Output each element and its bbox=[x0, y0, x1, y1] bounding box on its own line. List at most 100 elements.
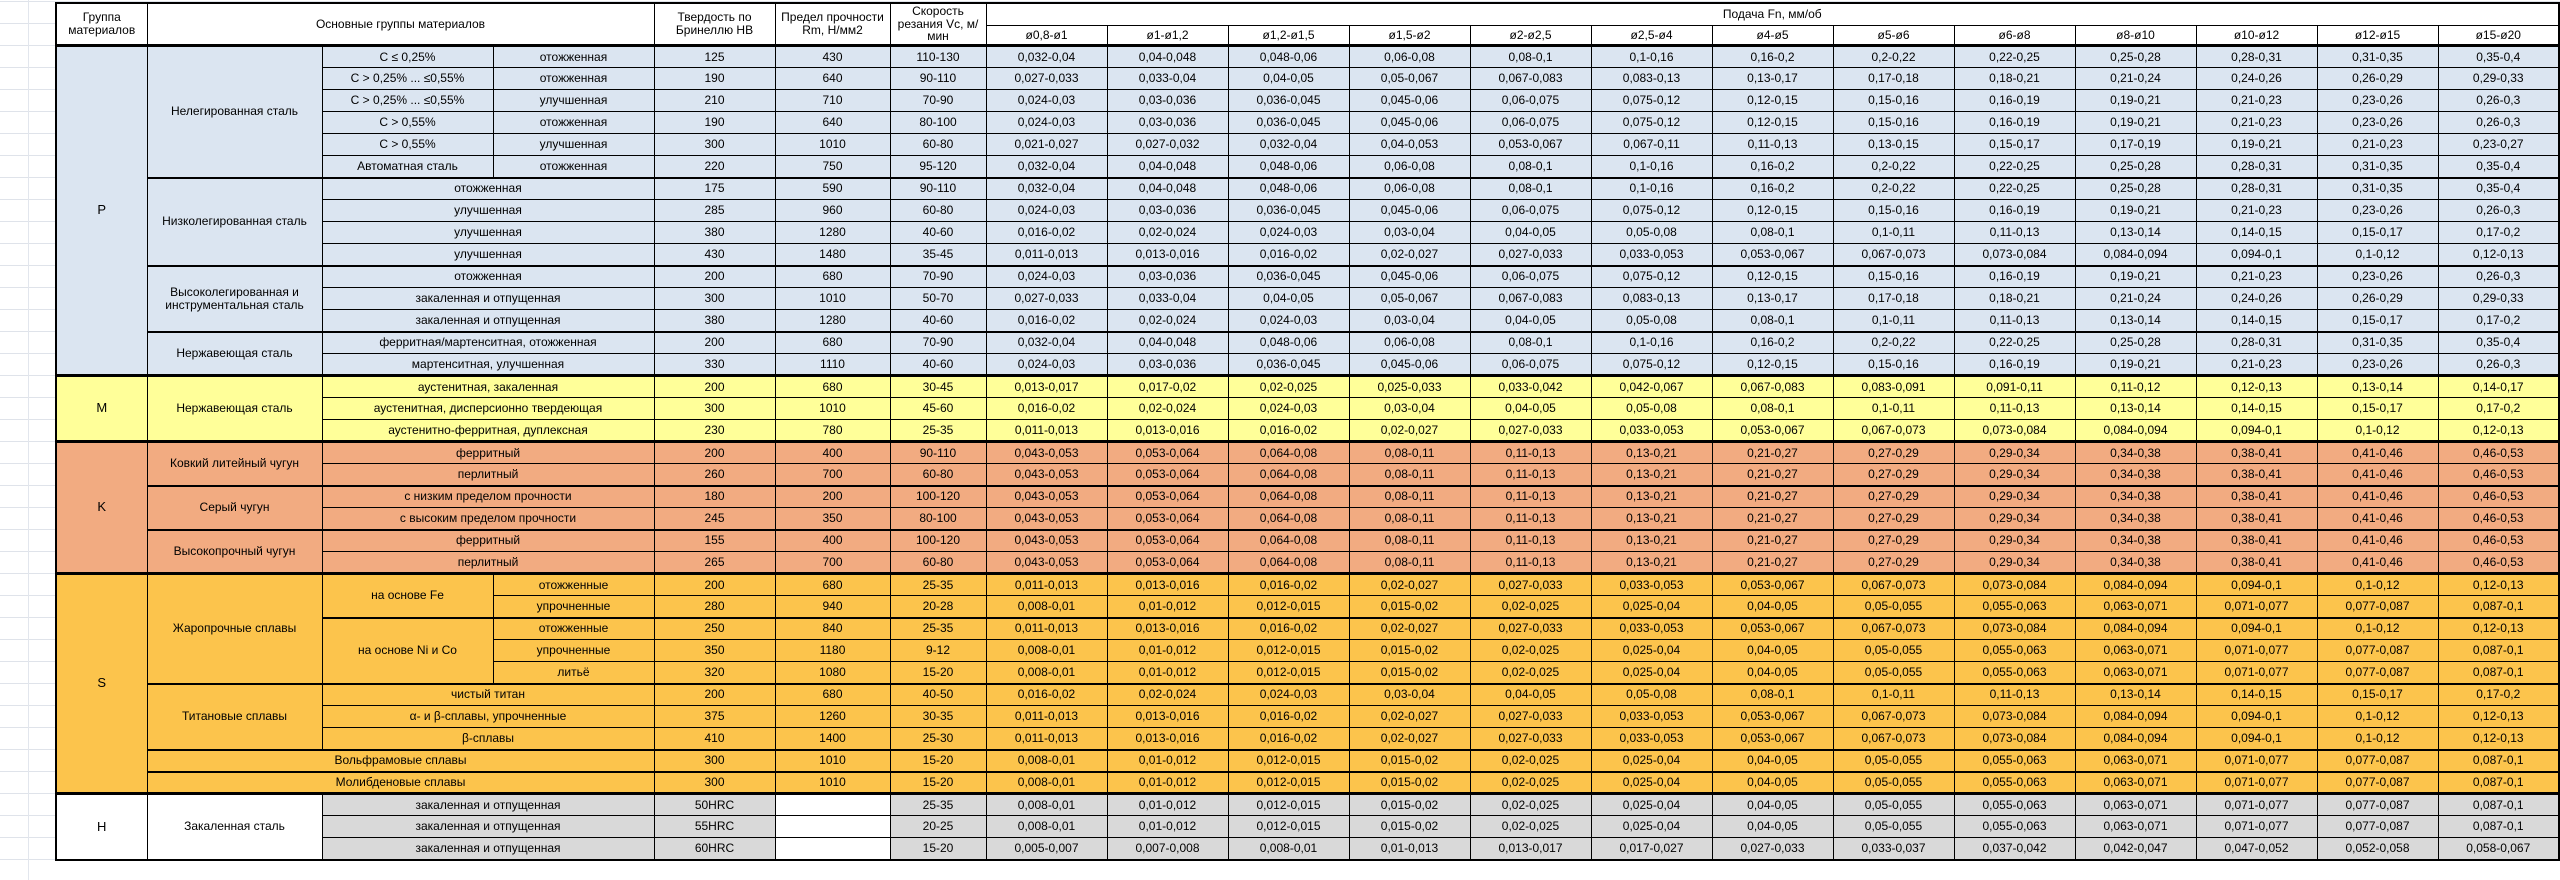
cutting-speed-cell[interactable]: 30-35 bbox=[889, 705, 987, 728]
feed-cell[interactable]: 0,05-0,055 bbox=[1832, 661, 1955, 684]
feed-cell[interactable]: 0,077-0,087 bbox=[2316, 748, 2439, 772]
material-label-cell[interactable]: Титановые сплавы bbox=[146, 682, 323, 750]
feed-cell[interactable]: 0,033-0,04 bbox=[1106, 287, 1229, 310]
feed-cell[interactable]: 0,11-0,13 bbox=[1469, 551, 1592, 574]
material-group-cell[interactable]: M bbox=[55, 374, 148, 442]
feed-cell[interactable]: 0,04-0,05 bbox=[1469, 221, 1592, 244]
feed-cell[interactable]: 0,027-0,033 bbox=[1711, 837, 1834, 860]
feed-cell[interactable]: 0,024-0,03 bbox=[985, 89, 1108, 112]
feed-cell[interactable]: 0,02-0,024 bbox=[1106, 682, 1229, 706]
diameter-header[interactable]: ø4-ø5 bbox=[1711, 25, 1834, 47]
feed-cell[interactable]: 0,045-0,06 bbox=[1348, 353, 1471, 376]
feed-cell[interactable]: 0,04-0,05 bbox=[1227, 67, 1350, 90]
feed-cell[interactable]: 0,048-0,06 bbox=[1227, 44, 1350, 68]
feed-cell[interactable]: 0,13-0,21 bbox=[1590, 507, 1713, 530]
feed-cell[interactable]: 0,17-0,2 bbox=[2437, 682, 2560, 706]
feed-cell[interactable]: 0,013-0,016 bbox=[1106, 243, 1229, 266]
material-label-cell[interactable]: отожженная bbox=[492, 155, 655, 178]
feed-cell[interactable]: 0,21-0,27 bbox=[1711, 528, 1834, 552]
feed-cell[interactable]: 0,16-0,19 bbox=[1953, 89, 2076, 112]
feed-cell[interactable]: 0,036-0,045 bbox=[1227, 353, 1350, 376]
hardness-cell[interactable]: 125 bbox=[653, 44, 776, 68]
feed-cell[interactable]: 0,25-0,28 bbox=[2074, 176, 2197, 200]
feed-cell[interactable]: 0,02-0,025 bbox=[1469, 595, 1592, 618]
header-main-groups[interactable]: Основные группы материалов bbox=[146, 2, 655, 46]
feed-cell[interactable]: 0,13-0,14 bbox=[2316, 374, 2439, 398]
strength-cell[interactable]: 1110 bbox=[774, 353, 891, 376]
feed-cell[interactable]: 0,41-0,46 bbox=[2316, 528, 2439, 552]
hardness-cell[interactable]: 245 bbox=[653, 507, 776, 530]
feed-cell[interactable]: 0,016-0,02 bbox=[985, 221, 1108, 244]
feed-cell[interactable]: 0,13-0,17 bbox=[1711, 67, 1834, 90]
feed-cell[interactable]: 0,012-0,015 bbox=[1227, 792, 1350, 816]
header-material-group[interactable]: Группа материалов bbox=[55, 2, 148, 46]
feed-cell[interactable]: 0,46-0,53 bbox=[2437, 551, 2560, 574]
feed-cell[interactable]: 0,34-0,38 bbox=[2074, 484, 2197, 508]
material-label-cell[interactable]: Низколегированная сталь bbox=[146, 176, 323, 266]
feed-cell[interactable]: 0,19-0,21 bbox=[2074, 353, 2197, 376]
cutting-speed-cell[interactable]: 30-45 bbox=[889, 374, 987, 398]
cutting-speed-cell[interactable]: 110-130 bbox=[889, 44, 987, 68]
feed-cell[interactable]: 0,08-0,11 bbox=[1348, 484, 1471, 508]
strength-cell[interactable]: 350 bbox=[774, 507, 891, 530]
feed-cell[interactable]: 0,084-0,094 bbox=[2074, 727, 2197, 750]
feed-cell[interactable]: 0,05-0,055 bbox=[1832, 792, 1955, 816]
feed-cell[interactable]: 0,13-0,17 bbox=[1711, 287, 1834, 310]
cutting-speed-cell[interactable]: 60-80 bbox=[889, 133, 987, 156]
feed-cell[interactable]: 0,04-0,053 bbox=[1348, 133, 1471, 156]
diameter-header[interactable]: ø15-ø20 bbox=[2437, 25, 2560, 47]
feed-cell[interactable]: 0,21-0,27 bbox=[1711, 507, 1834, 530]
feed-cell[interactable]: 0,084-0,094 bbox=[2074, 705, 2197, 728]
feed-cell[interactable]: 0,063-0,071 bbox=[2074, 815, 2197, 838]
cutting-speed-cell[interactable]: 25-30 bbox=[889, 727, 987, 750]
material-label-cell[interactable]: Закаленная сталь bbox=[146, 792, 323, 860]
feed-cell[interactable]: 0,087-0,1 bbox=[2437, 595, 2560, 618]
feed-cell[interactable]: 0,048-0,06 bbox=[1227, 330, 1350, 354]
strength-cell[interactable]: 1260 bbox=[774, 705, 891, 728]
feed-cell[interactable]: 0,11-0,13 bbox=[1953, 682, 2076, 706]
material-group-cell[interactable]: P bbox=[55, 44, 148, 376]
feed-cell[interactable]: 0,35-0,4 bbox=[2437, 176, 2560, 200]
feed-cell[interactable]: 0,28-0,31 bbox=[2195, 155, 2318, 178]
feed-cell[interactable]: 0,35-0,4 bbox=[2437, 330, 2560, 354]
feed-cell[interactable]: 0,24-0,26 bbox=[2195, 67, 2318, 90]
feed-cell[interactable]: 0,14-0,15 bbox=[2195, 221, 2318, 244]
cutting-speed-cell[interactable]: 40-50 bbox=[889, 682, 987, 706]
feed-cell[interactable]: 0,21-0,23 bbox=[2316, 133, 2439, 156]
feed-cell[interactable]: 0,15-0,17 bbox=[2316, 309, 2439, 332]
feed-cell[interactable]: 0,045-0,06 bbox=[1348, 264, 1471, 288]
feed-cell[interactable]: 0,08-0,1 bbox=[1469, 330, 1592, 354]
material-label-cell[interactable]: α- и β-сплавы, упрочненные bbox=[321, 705, 655, 728]
feed-cell[interactable]: 0,28-0,31 bbox=[2195, 44, 2318, 68]
feed-cell[interactable]: 0,05-0,055 bbox=[1832, 595, 1955, 618]
cutting-speed-cell[interactable]: 20-25 bbox=[889, 815, 987, 838]
strength-cell[interactable]: 680 bbox=[774, 374, 891, 398]
feed-cell[interactable]: 0,075-0,12 bbox=[1590, 353, 1713, 376]
feed-cell[interactable]: 0,29-0,33 bbox=[2437, 287, 2560, 310]
material-label-cell[interactable]: с низким пределом прочности bbox=[321, 484, 655, 508]
feed-cell[interactable]: 0,053-0,067 bbox=[1711, 243, 1834, 266]
feed-cell[interactable]: 0,025-0,04 bbox=[1590, 748, 1713, 772]
feed-cell[interactable]: 0,033-0,053 bbox=[1590, 727, 1713, 750]
feed-cell[interactable]: 0,016-0,02 bbox=[1227, 727, 1350, 750]
feed-cell[interactable]: 0,043-0,053 bbox=[985, 528, 1108, 552]
feed-cell[interactable]: 0,053-0,067 bbox=[1711, 572, 1834, 596]
hardness-cell[interactable]: 190 bbox=[653, 67, 776, 90]
hardness-cell[interactable]: 300 bbox=[653, 748, 776, 772]
feed-cell[interactable]: 0,015-0,02 bbox=[1348, 770, 1471, 794]
feed-cell[interactable]: 0,11-0,13 bbox=[1469, 463, 1592, 486]
feed-cell[interactable]: 0,083-0,13 bbox=[1590, 287, 1713, 310]
feed-cell[interactable]: 0,03-0,036 bbox=[1106, 199, 1229, 222]
feed-cell[interactable]: 0,043-0,053 bbox=[985, 484, 1108, 508]
strength-cell[interactable]: 780 bbox=[774, 419, 891, 442]
hardness-cell[interactable]: 250 bbox=[653, 616, 776, 640]
diameter-header[interactable]: ø1,5-ø2 bbox=[1348, 25, 1471, 47]
feed-cell[interactable]: 0,1-0,12 bbox=[2316, 419, 2439, 442]
feed-cell[interactable]: 0,077-0,087 bbox=[2316, 661, 2439, 684]
strength-cell[interactable]: 1010 bbox=[774, 748, 891, 772]
feed-cell[interactable]: 0,02-0,024 bbox=[1106, 221, 1229, 244]
feed-cell[interactable]: 0,033-0,04 bbox=[1106, 67, 1229, 90]
feed-cell[interactable]: 0,05-0,08 bbox=[1590, 397, 1713, 420]
feed-cell[interactable]: 0,12-0,13 bbox=[2437, 243, 2560, 266]
feed-cell[interactable]: 0,23-0,26 bbox=[2316, 353, 2439, 376]
